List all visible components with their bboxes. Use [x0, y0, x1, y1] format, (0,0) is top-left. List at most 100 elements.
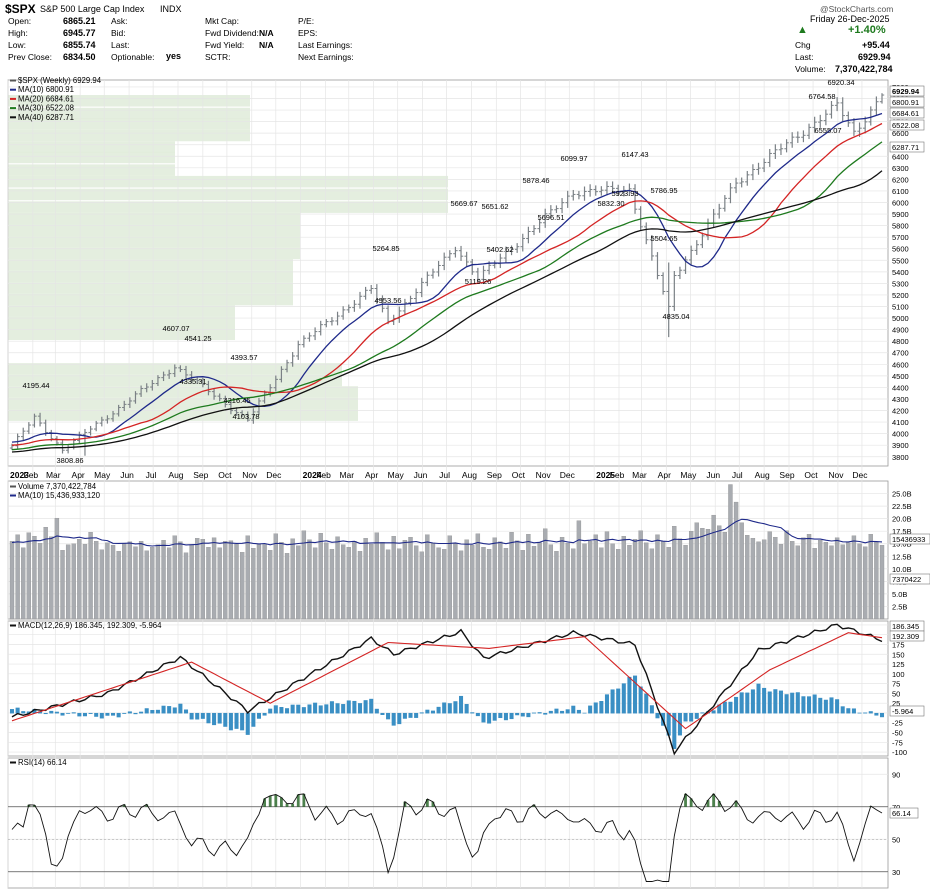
macd-tag-box — [889, 630, 925, 642]
volume-bar — [110, 545, 116, 620]
volume-bar — [638, 530, 643, 620]
volume-bar — [526, 534, 531, 620]
macd-line — [11, 623, 883, 756]
volume-bar — [767, 531, 772, 620]
volume-label: Volume: — [795, 64, 826, 74]
macd-histogram-bar — [66, 712, 71, 714]
volume-bar — [161, 540, 166, 620]
rsi-tag-box — [889, 807, 919, 819]
volume-by-price-bar — [8, 397, 358, 410]
price-tick: 3900 — [892, 441, 909, 450]
volume-bar — [408, 537, 413, 620]
volume-by-price-bar — [8, 328, 235, 341]
macd-histogram-bar — [228, 712, 233, 731]
rsi-tick: 30 — [892, 868, 900, 877]
volume-by-price-bar — [8, 374, 342, 387]
volume-by-price-bar — [8, 316, 235, 329]
up-arrow-icon: ▲ — [797, 24, 808, 36]
macd-histogram-bar — [846, 708, 851, 714]
volume-bar — [750, 538, 756, 620]
macd-histogram-bar — [26, 711, 31, 714]
volume-by-price-bar — [8, 201, 448, 213]
volume-bar — [425, 534, 430, 620]
price-tick: 5800 — [892, 222, 909, 231]
macd-histogram-bar — [49, 710, 54, 714]
volume-bar — [464, 539, 469, 620]
rsi-overbought-fill — [425, 799, 429, 807]
macd-histogram-bar — [829, 697, 834, 714]
macd-histogram-bar — [604, 694, 609, 714]
volume-bar — [868, 534, 873, 620]
volume-bar — [436, 547, 441, 620]
macd-histogram-bar — [649, 705, 654, 714]
header-col4: P/E: EPS: Last Earnings: Next Earnings: — [298, 16, 354, 62]
macd-histogram-bar — [256, 712, 261, 719]
volume-bar — [307, 539, 312, 620]
macd-histogram-bar — [279, 706, 284, 714]
volume-bar — [688, 531, 694, 620]
volume-bar — [49, 536, 54, 620]
volume-tag-box — [889, 533, 930, 545]
volume-bar — [290, 538, 295, 620]
volume-by-price-bar — [8, 188, 448, 201]
volume-bar — [851, 535, 857, 620]
chg-label: Chg — [795, 40, 811, 50]
price-annotation: 6147.43 — [621, 150, 648, 159]
macd-histogram-bar — [268, 708, 273, 714]
volume-bar — [369, 544, 374, 620]
price-tick: 4800 — [892, 337, 909, 346]
price-annotation: 3808.86 — [56, 456, 83, 465]
price-tag-box — [889, 96, 925, 108]
macd-histogram-bar — [380, 712, 385, 715]
volume-bar — [43, 527, 48, 620]
volume-bar — [251, 548, 256, 620]
macd-histogram-bar — [509, 712, 514, 720]
price-tick: 4700 — [892, 349, 909, 358]
macd-histogram-bar — [487, 712, 492, 724]
volume-bar — [604, 531, 610, 620]
price-annotation: 4335.31 — [179, 377, 206, 386]
volume-bar — [374, 532, 380, 620]
macd-histogram-bar — [408, 712, 413, 718]
price-annotation: 6920.34 — [827, 78, 854, 87]
x-label-mar: Mar — [632, 470, 647, 480]
volume-bar — [784, 530, 789, 620]
volume-bar — [694, 522, 699, 620]
price-annotation: 5696.51 — [537, 213, 564, 222]
volume-bar — [790, 541, 795, 620]
volume-bar — [722, 532, 728, 620]
x-label-dec: Dec — [560, 470, 576, 480]
macd-histogram-bar — [161, 705, 166, 714]
macd-histogram-bar — [139, 711, 144, 714]
volume-bar — [223, 541, 228, 620]
macd-histogram-bar — [633, 675, 638, 714]
macd-histogram-bar — [77, 712, 82, 717]
macd-histogram-bar — [189, 712, 194, 720]
volume-by-price-bar — [8, 141, 175, 153]
price-annotation: 5264.85 — [372, 244, 399, 253]
macd-histogram-bar — [823, 699, 828, 714]
volume-bar — [531, 546, 537, 620]
volume-bar — [88, 532, 93, 620]
price-tick: 5400 — [892, 268, 909, 277]
field-high: High: — [8, 28, 28, 38]
volume-bar — [879, 545, 885, 620]
price-annotation: 4541.25 — [184, 334, 211, 343]
chg-value: +95.44 — [862, 40, 890, 50]
price-tick: 5500 — [892, 256, 909, 265]
x-label-apr: Apr — [72, 470, 85, 480]
macd-histogram-bar — [767, 691, 772, 714]
volume-bar — [324, 542, 329, 620]
macd-histogram-bar — [621, 683, 626, 714]
rsi-overbought-fill — [717, 801, 721, 807]
volume-bar — [778, 544, 784, 620]
macd-histogram-bar — [397, 712, 402, 725]
macd-histogram-bar — [329, 701, 334, 714]
macd-panel — [7, 620, 889, 757]
macd-histogram-bar — [414, 712, 419, 718]
volume-by-price-bar — [8, 164, 175, 176]
macd-histogram-bar — [105, 712, 110, 716]
volume-by-price-bar — [8, 236, 300, 248]
volume-bar — [610, 543, 615, 620]
